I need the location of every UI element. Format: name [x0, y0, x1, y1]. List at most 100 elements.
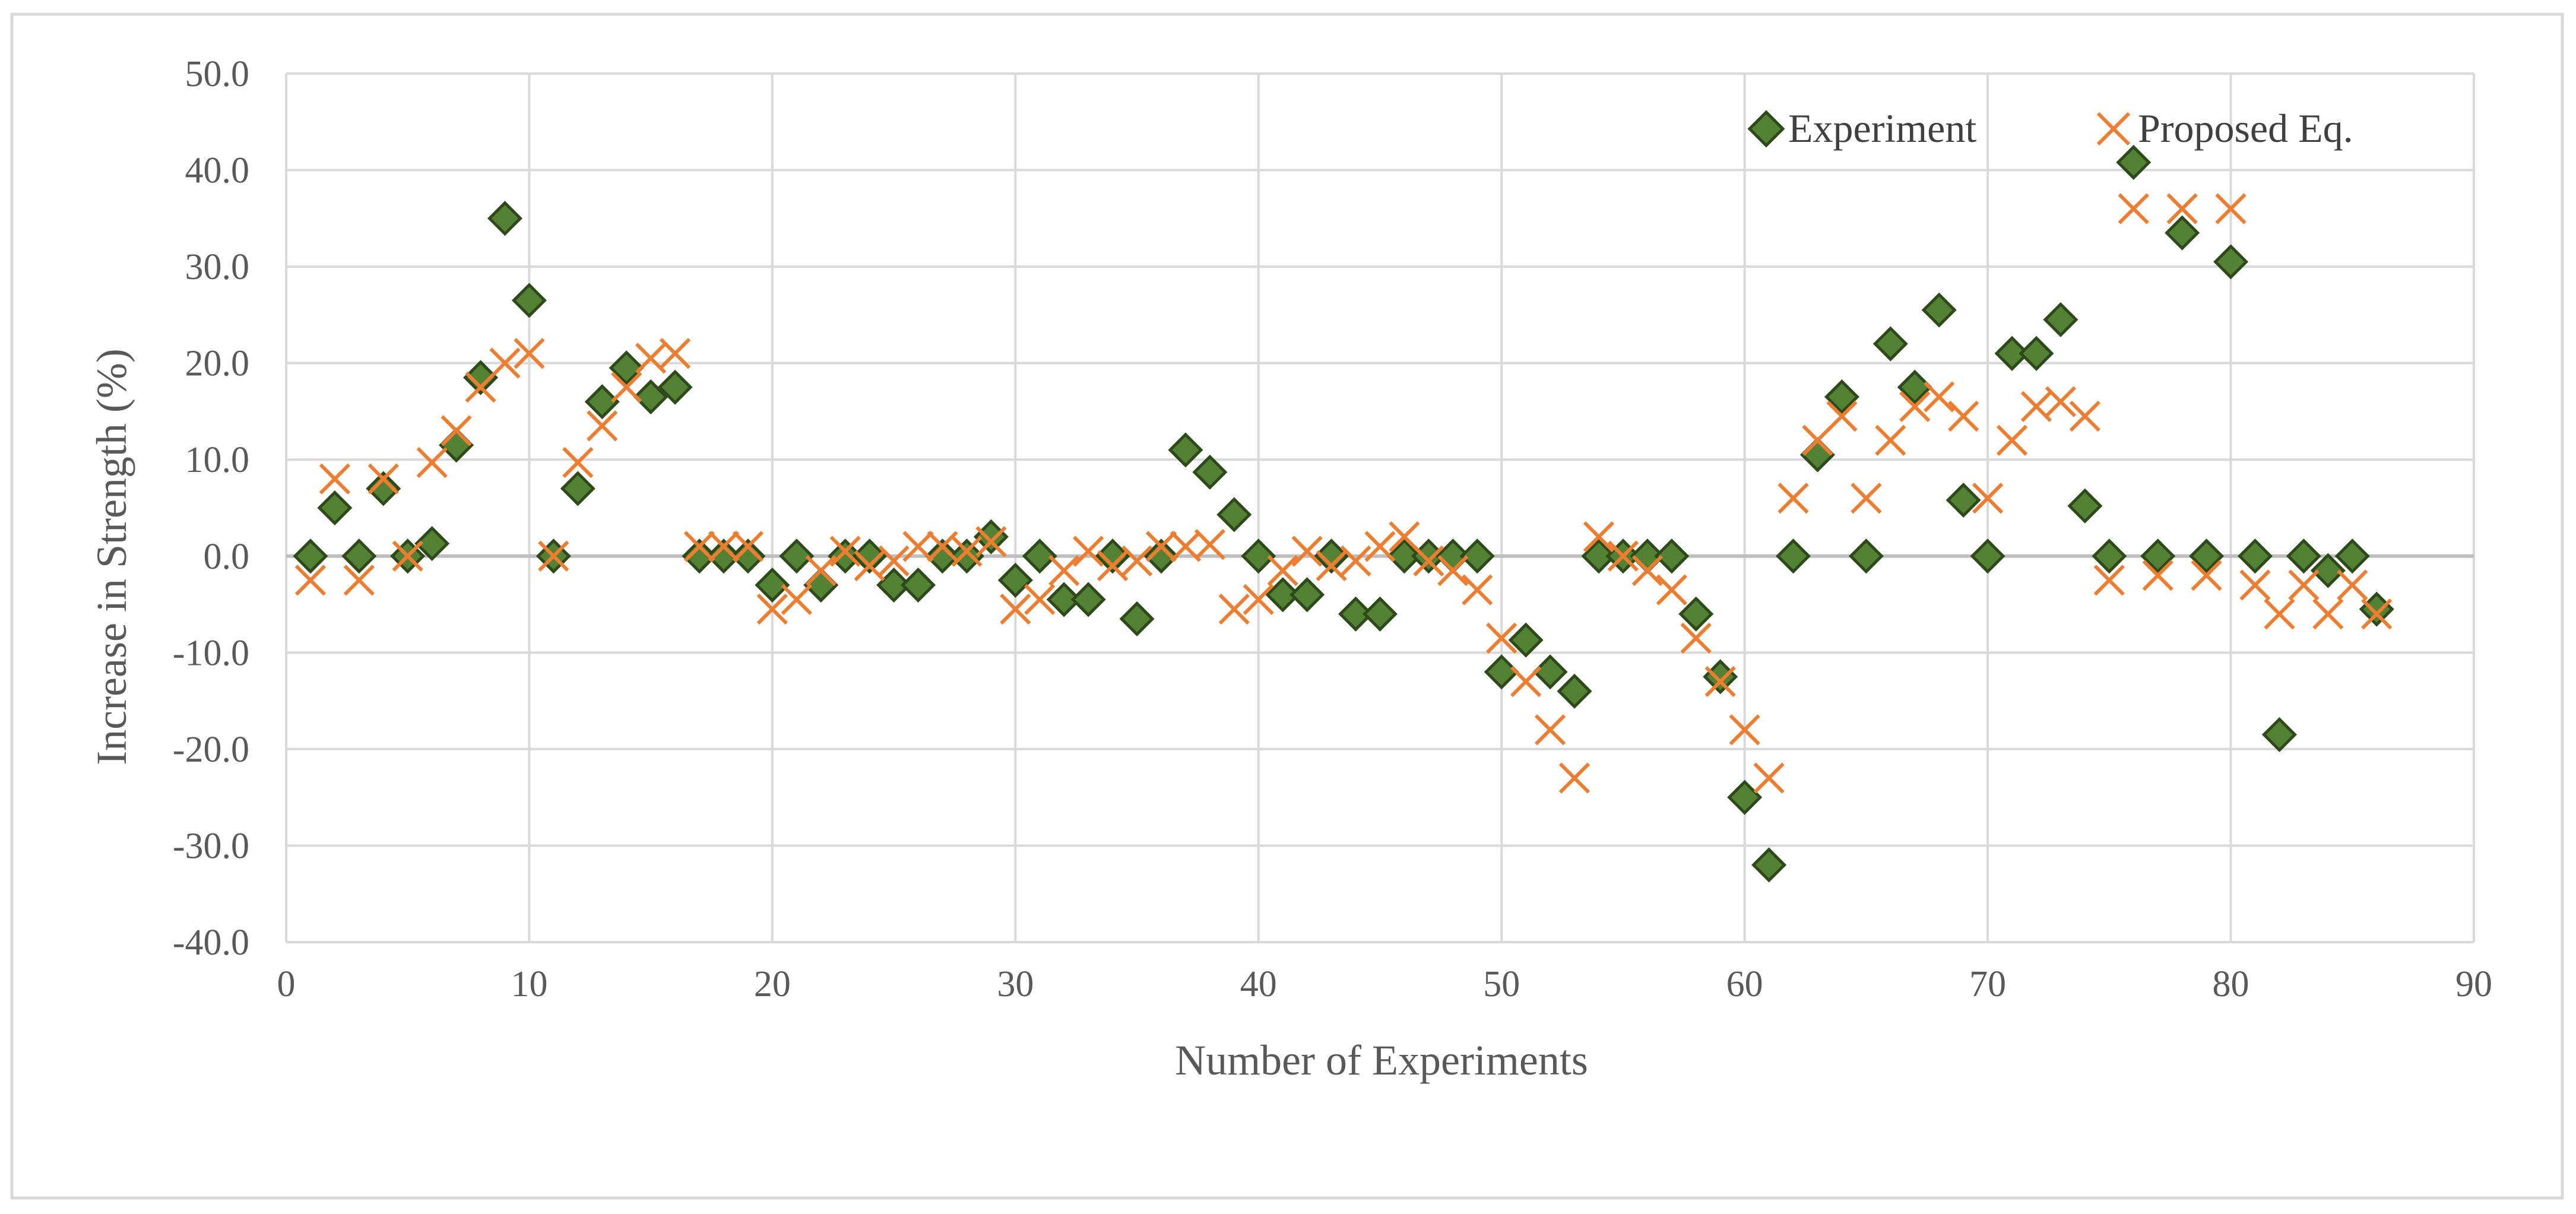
experiment-point — [293, 538, 328, 574]
proposed-eq-point — [1924, 381, 1955, 413]
proposed-eq-point — [1948, 400, 1979, 432]
y-tick-label: 50.0 — [185, 54, 250, 94]
proposed-eq-point — [659, 338, 691, 369]
proposed-eq-point — [708, 531, 740, 562]
proposed-eq-point — [392, 540, 423, 572]
x-tick-label: 20 — [754, 964, 791, 1004]
experiment-point — [317, 490, 353, 526]
experiment-point — [560, 471, 595, 506]
proposed-eq-point — [343, 565, 375, 596]
experiment-point — [949, 538, 984, 574]
y-tick-label: 10.0 — [185, 440, 250, 480]
legend-label-experiment: Experiment — [1788, 106, 1976, 151]
proposed-eq-point — [2166, 193, 2198, 224]
x-tick-label: 70 — [1969, 964, 2006, 1004]
y-tick-label: -30.0 — [173, 826, 249, 866]
x-tick-label: 0 — [277, 964, 296, 1004]
proposed-eq-point — [1364, 531, 1396, 562]
proposed-eq-point — [878, 545, 910, 577]
proposed-eq-point — [805, 555, 837, 587]
series-proposed-eq — [294, 193, 2393, 794]
experiment-point — [1751, 847, 1787, 883]
proposed-eq-point — [441, 415, 472, 446]
y-axis-title: Increase in Strength (%) — [88, 348, 135, 765]
proposed-eq-point — [1267, 555, 1298, 587]
y-tick-label: -40.0 — [173, 923, 249, 963]
proposed-eq-point — [1218, 594, 1250, 625]
legend-entry-proposed-eq: Proposed Eq. — [2096, 106, 2353, 151]
proposed-eq-point — [587, 410, 618, 442]
experiment-point — [682, 538, 717, 574]
experiment-point — [1848, 538, 1884, 574]
proposed-eq-point — [683, 531, 715, 562]
legend-entry-experiment: Experiment — [1747, 106, 1976, 151]
experiment-point — [609, 350, 644, 386]
y-tick-label: 0.0 — [204, 537, 250, 577]
proposed-eq-point — [1558, 762, 1590, 794]
proposed-eq-point — [2093, 565, 2125, 596]
experiment-point — [511, 283, 547, 318]
proposed-eq-point — [1607, 540, 1639, 572]
proposed-eq-point — [1097, 550, 1129, 582]
proposed-eq-point — [1875, 424, 1906, 456]
proposed-eq-point — [2191, 560, 2222, 591]
proposed-eq-point — [2361, 598, 2393, 630]
y-tick-label: 40.0 — [185, 151, 250, 191]
experiment-point — [1143, 538, 1179, 574]
experiment-point — [2261, 717, 2297, 753]
proposed-eq-point — [2020, 391, 2052, 422]
experiment-point — [1897, 369, 1932, 405]
y-tick-label: -10.0 — [173, 633, 249, 673]
experiment-point — [2165, 215, 2200, 251]
tick-labels: 50.0 40.0 30.0 20.0 10.0 0.0 -10.0 -20.0 -30.0 -4… — [173, 54, 2492, 1004]
proposed-eq-point — [829, 535, 861, 567]
experiment-point — [1338, 596, 1374, 632]
x-tick-label: 30 — [997, 964, 1034, 1004]
experiment-point — [1095, 538, 1130, 574]
experiment-point — [2286, 538, 2321, 574]
series-experiment — [293, 145, 2394, 883]
experiment-point — [1532, 654, 1568, 690]
gridlines — [285, 72, 2475, 943]
x-tick-label: 90 — [2455, 964, 2492, 1004]
proposed-eq-point — [732, 531, 764, 562]
experiment-point — [2140, 538, 2176, 574]
proposed-eq-point — [1753, 762, 1785, 794]
legend-marker-proposed-eq — [2096, 112, 2131, 146]
proposed-eq-point — [2337, 569, 2368, 601]
proposed-eq-point — [1000, 594, 1031, 625]
experiment-point — [657, 369, 693, 405]
proposed-eq-point — [2118, 193, 2149, 224]
proposed-eq-point — [489, 347, 521, 379]
experiment-point — [1192, 454, 1228, 490]
proposed-eq-point — [951, 535, 983, 567]
experiment-point — [1654, 538, 1690, 574]
x-tick-label: 60 — [1726, 964, 1763, 1004]
proposed-eq-point — [538, 540, 569, 572]
proposed-eq-point — [2288, 569, 2320, 601]
proposed-eq-point — [1777, 483, 1809, 514]
proposed-eq-point — [1170, 531, 1202, 562]
experiment-point — [487, 201, 523, 236]
proposed-eq-point — [2239, 569, 2271, 601]
proposed-eq-point — [1121, 545, 1153, 577]
experiment-point — [1508, 622, 1544, 658]
proposed-eq-point — [1656, 574, 1687, 606]
experiment-point — [1386, 538, 1422, 574]
proposed-eq-point — [2142, 560, 2173, 591]
proposed-eq-point — [2045, 386, 2077, 417]
proposed-eq-point — [902, 531, 934, 562]
proposed-eq-point — [1972, 483, 2004, 514]
experiment-point — [414, 526, 450, 562]
y-tick-label: -20.0 — [173, 730, 249, 770]
proposed-eq-point — [1583, 521, 1615, 553]
proposed-eq-point — [1048, 555, 1080, 587]
experiment-point — [2213, 244, 2249, 280]
experiment-point — [1070, 582, 1106, 617]
experiment-point — [1459, 538, 1495, 574]
experiment-point — [924, 538, 961, 574]
proposed-eq-point — [514, 338, 545, 369]
x-tick-label: 40 — [1240, 964, 1277, 1004]
proposed-eq-point — [1437, 555, 1469, 587]
legend-label-proposed-eq: Proposed Eq. — [2138, 106, 2353, 151]
